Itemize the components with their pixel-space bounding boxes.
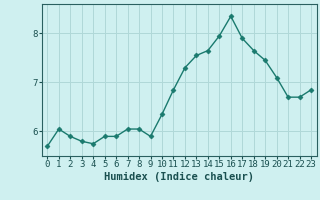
X-axis label: Humidex (Indice chaleur): Humidex (Indice chaleur): [104, 172, 254, 182]
